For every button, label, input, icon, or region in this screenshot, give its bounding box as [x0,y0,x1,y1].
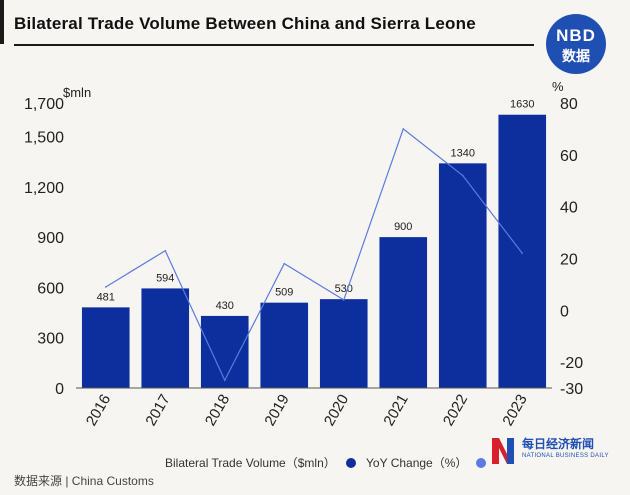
bar-data-label: 481 [97,291,115,303]
badge-top-text: NBD [556,26,596,45]
x-tick-label: 2016 [83,392,114,429]
legend-line-label: YoY Change（%） [366,456,467,470]
bar-data-label: 509 [275,287,293,299]
yoy-point [461,174,464,177]
left-tick-label: 1,500 [24,130,64,147]
chart-title: Bilateral Trade Volume Between China and… [14,14,476,33]
right-axis-ticks: -30 -20 0 20 40 60 80 [560,96,583,398]
left-axis-ticks: 0 300 600 900 1,200 1,500 1,700 [24,96,64,398]
bar [200,315,249,388]
bar-data-label: 1340 [451,147,475,159]
right-tick-label: -20 [560,355,583,372]
legend-bar-swatch [346,458,356,468]
right-tick-label: 40 [560,200,578,217]
x-tick-label: 2021 [380,392,411,429]
left-tick-label: 1,200 [24,180,64,197]
x-tick-label: 2023 [499,392,530,429]
legend-bar-label: Bilateral Trade Volume（$mln） [165,456,336,470]
bar [498,114,547,388]
legend: Bilateral Trade Volume（$mln） YoY Change（… [165,456,486,470]
bar-data-label: 900 [394,221,412,233]
bar [141,288,190,388]
title-underline [14,44,534,46]
x-tick-label: 2022 [440,392,471,429]
yoy-point [342,299,345,301]
left-tick-label: 600 [37,280,64,297]
left-tick-label: 0 [55,381,64,398]
yoy-point [402,128,405,130]
bar-data-label: 1630 [510,99,534,111]
x-tick-label: 2019 [261,392,292,429]
bar [438,163,487,388]
right-tick-label: 60 [560,148,578,165]
bar-data-labels: 481 594 430 509 530 900 1340 1630 [97,99,535,312]
data-source: 数据来源 | China Customs [14,474,154,488]
nbd-data-badge: NBD 数据 [546,14,606,74]
x-tick-label: 2020 [321,392,352,429]
title-accent-bar [0,0,4,44]
bar-series [81,114,547,388]
yoy-point [283,262,286,265]
yoy-point [223,379,226,382]
right-tick-label: 0 [560,303,569,320]
right-tick-label: 20 [560,251,578,268]
x-axis-ticks: 2016 2017 2018 2019 2020 2021 2022 2023 [83,392,531,429]
left-tick-label: 300 [37,331,64,348]
yoy-line-series [104,127,524,382]
logo-chinese-name: 每日经济新闻 [522,437,595,451]
right-axis-unit: % [552,79,564,94]
yoy-point [104,286,107,288]
bar [379,237,428,388]
x-tick-label: 2018 [202,392,233,429]
bar [319,299,368,388]
bar [260,302,309,388]
bar [81,307,130,388]
left-tick-label: 900 [37,230,64,247]
x-tick-label: 2017 [142,392,173,429]
badge-bottom-text: 数据 [562,48,590,64]
left-axis-unit: $mln [63,85,91,100]
yoy-line [105,127,523,382]
nbd-logo-mark-icon [492,438,514,464]
left-tick-label: 1,700 [24,96,64,113]
bar-data-label: 594 [156,272,174,284]
legend-line-swatch [476,458,486,468]
yoy-point [164,249,167,252]
yoy-point [521,252,524,255]
right-tick-label: -30 [560,381,583,398]
bar-data-label: 530 [335,283,353,295]
bar-data-label: 430 [216,300,234,312]
logo-english-name: NATIONAL BUSINESS DAILY [522,453,609,459]
right-tick-label: 80 [560,96,578,113]
